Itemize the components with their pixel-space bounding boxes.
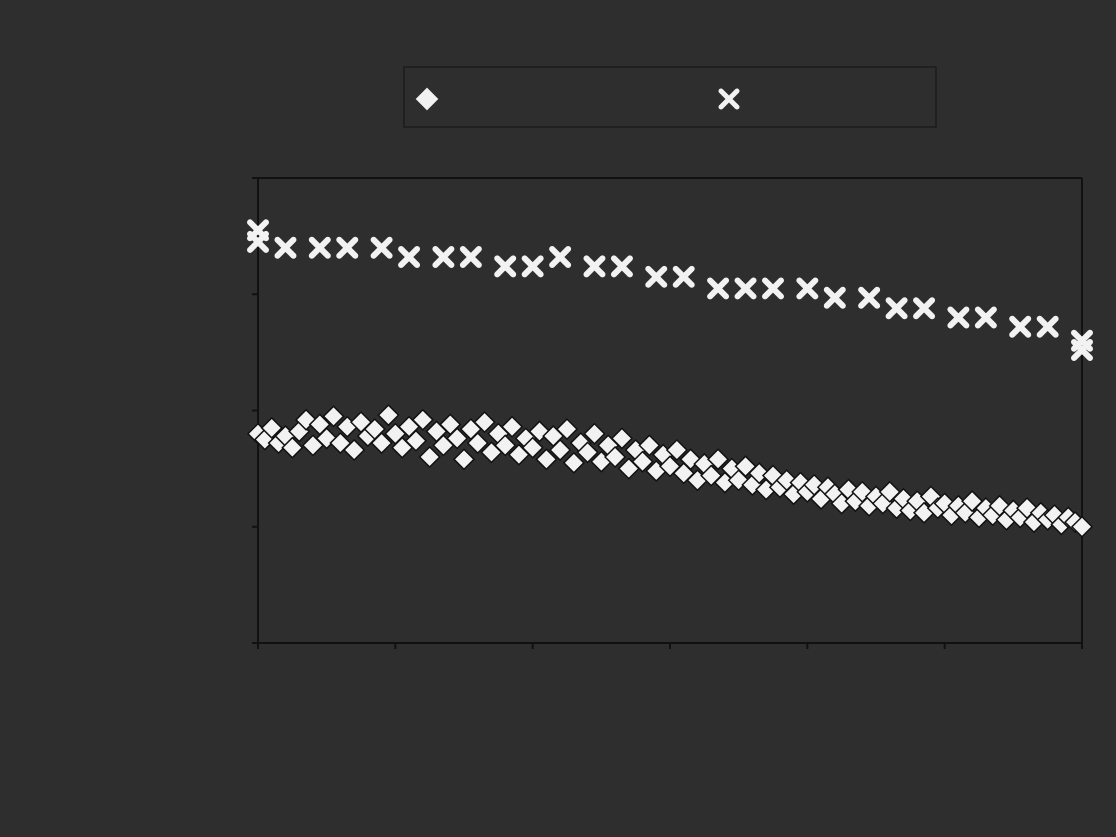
series-1-point-32 bbox=[466, 431, 489, 455]
series-2-point-14 bbox=[645, 265, 668, 288]
x-tick-marks bbox=[257, 643, 1083, 649]
series-2-point-27 bbox=[1036, 315, 1059, 338]
series-2-point-10 bbox=[521, 255, 544, 278]
series-2-point-6 bbox=[398, 246, 421, 269]
series-2-point-5 bbox=[370, 236, 393, 259]
series-2-point-4 bbox=[336, 236, 359, 259]
series-2-point-11 bbox=[549, 246, 572, 269]
series-1-point-30 bbox=[452, 448, 476, 471]
legend-swatch-series-2 bbox=[718, 88, 740, 110]
series-1-point-40 bbox=[521, 436, 544, 459]
series-2-point-25 bbox=[974, 306, 997, 329]
series-2-point-22 bbox=[885, 297, 908, 320]
series-2-point-3 bbox=[308, 236, 331, 259]
legend bbox=[403, 66, 937, 128]
series-2-point-21 bbox=[858, 286, 881, 309]
series-1-point-45 bbox=[555, 418, 579, 441]
series-1-point-19 bbox=[377, 404, 400, 427]
series-1-point-14 bbox=[343, 438, 366, 462]
series-1-point-53 bbox=[610, 427, 633, 450]
series-1-point-18 bbox=[370, 431, 393, 455]
series-1-point-37 bbox=[501, 415, 524, 438]
series-1-point-57 bbox=[638, 434, 661, 457]
series-1-point-23 bbox=[404, 429, 427, 452]
series-2-point-7 bbox=[432, 246, 455, 269]
series-1-point-29 bbox=[446, 427, 469, 450]
series-1-point-44 bbox=[549, 438, 572, 462]
series-1-point-46 bbox=[562, 451, 585, 474]
series-1-point-33 bbox=[473, 411, 496, 434]
series-1-point-5 bbox=[281, 436, 304, 459]
data-points bbox=[246, 219, 1094, 538]
series-1-point-120 bbox=[1070, 515, 1094, 538]
series-1-point-61 bbox=[665, 438, 688, 462]
series-2-point-15 bbox=[672, 265, 695, 288]
series-1-point-24 bbox=[411, 408, 434, 431]
series-1-point-52 bbox=[604, 445, 627, 469]
series-2-point-1 bbox=[247, 219, 269, 242]
series-2-point-12 bbox=[583, 255, 606, 278]
series-1-point-25 bbox=[418, 445, 441, 469]
plot-area bbox=[246, 177, 1094, 649]
series-1-point-49 bbox=[583, 422, 606, 445]
series-1-point-11 bbox=[322, 405, 345, 428]
series-2 bbox=[247, 219, 1093, 362]
series-2-point-8 bbox=[459, 246, 482, 269]
series-2-point-23 bbox=[913, 297, 936, 320]
legend-box bbox=[403, 66, 937, 128]
series-1-point-42 bbox=[535, 448, 558, 471]
series-2-point-29 bbox=[1071, 339, 1093, 362]
legend-swatch-series-1 bbox=[415, 87, 439, 111]
series-2-point-9 bbox=[494, 255, 517, 278]
series-2-point-26 bbox=[1009, 315, 1032, 338]
series-1-point-2 bbox=[260, 416, 283, 439]
series-1-point-36 bbox=[494, 434, 517, 457]
series-1-point-73 bbox=[748, 462, 771, 485]
series-2-point-13 bbox=[610, 255, 633, 278]
series-2-point-2 bbox=[274, 236, 297, 259]
series-1-point-48 bbox=[576, 441, 599, 464]
series-1 bbox=[246, 404, 1094, 538]
series-2-point-19 bbox=[796, 277, 819, 300]
series-2-point-18 bbox=[762, 277, 784, 300]
series-2-point-16 bbox=[707, 277, 730, 300]
series-2-point-17 bbox=[734, 277, 757, 300]
series-2-point-24 bbox=[947, 306, 970, 329]
series-2-point-20 bbox=[823, 286, 846, 309]
series-1-point-56 bbox=[631, 450, 654, 473]
y-tick-marks bbox=[252, 177, 258, 644]
series-1-point-67 bbox=[707, 448, 730, 471]
